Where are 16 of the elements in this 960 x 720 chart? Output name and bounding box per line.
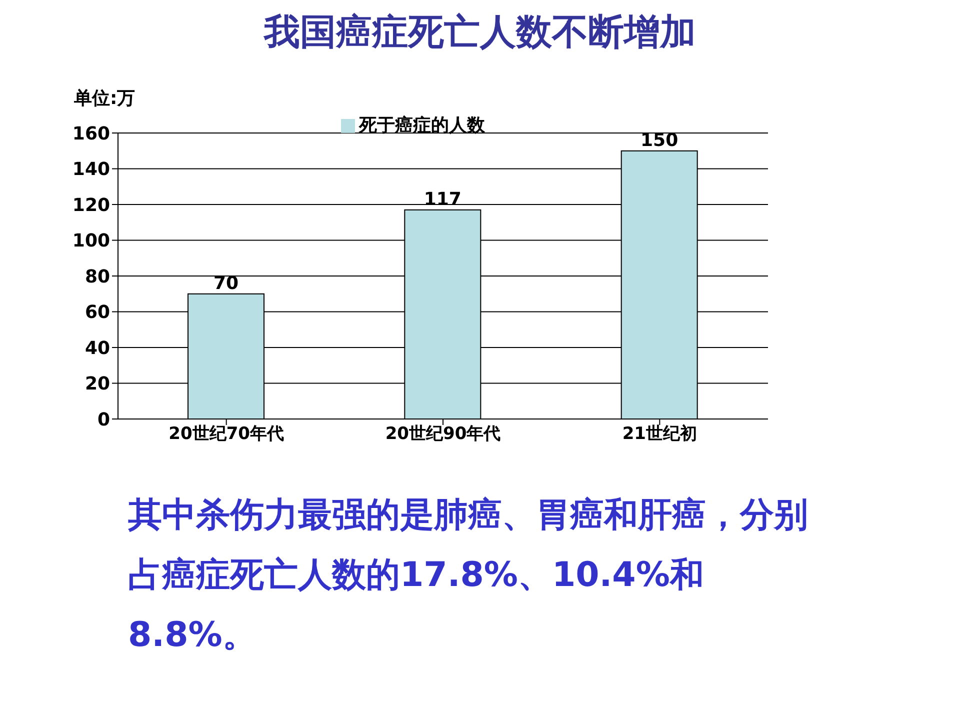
data-label: 150 [640,130,678,151]
y-tick-label: 0 [97,409,110,430]
text: 其中杀伤力最强的是肺癌、胃癌和肝癌，分别占癌症死亡人数的17.8%、10.4%和8.8%。 [127,494,809,657]
y-tick-label: 120 [72,194,110,216]
y-axis-title: 单位:万 [74,87,136,110]
y-tick-label: 140 [72,159,110,180]
y-tick-label: 160 [72,123,110,144]
x-tick-label: 20世纪90年代 [385,424,501,444]
y-tick-label: 80 [84,266,110,288]
y-tick-label: 60 [84,302,110,324]
x-tick-label: 20世纪70年代 [168,424,284,444]
x-tick-label: 21世纪初 [622,424,698,444]
y-tick-label: 100 [72,230,110,252]
chart-title: 我国癌症死亡人数不断增加 [262,11,697,55]
y-tick-label: 20 [84,374,110,395]
y-tick-label: 40 [84,338,110,359]
